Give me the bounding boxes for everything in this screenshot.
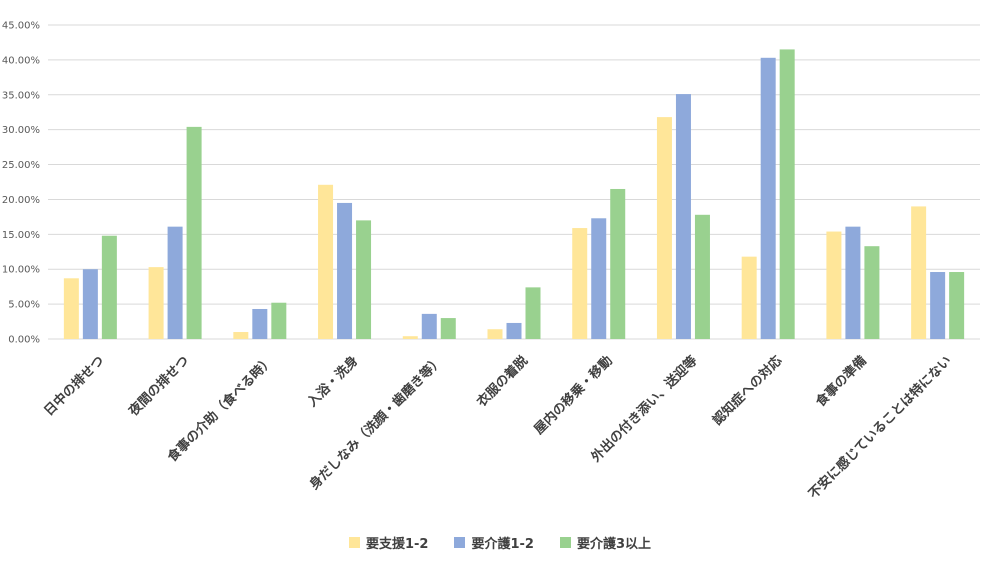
legend-swatch-series-2 xyxy=(454,536,466,548)
bar-series-2-cat-6 xyxy=(506,322,522,339)
y-tick-label: 35.00% xyxy=(2,90,40,101)
bar-series-1-cat-10 xyxy=(826,231,842,339)
legend-label-series-2: 要介護1-2 xyxy=(471,536,534,552)
y-axis-tick-labels: 0.00% 5.00% 10.00% 15.00% 20.00% 25.00% 30.00%… xyxy=(2,21,40,346)
y-tick-label: 15.00% xyxy=(2,230,40,241)
y-tick-label: 30.00% xyxy=(2,125,40,136)
bar-series-3-cat-9 xyxy=(779,49,795,340)
bar-series-3-cat-8 xyxy=(694,214,710,339)
x-category-label: 不安に感じていることは特にない xyxy=(805,353,954,502)
bar-series-2-cat-2 xyxy=(167,226,183,339)
legend-item-series-2: 要介護1-2 xyxy=(454,533,534,552)
bar-series-3-cat-10 xyxy=(864,246,880,339)
bar-series-2-cat-11 xyxy=(930,272,946,339)
bar-series-1-cat-1 xyxy=(63,278,79,339)
bar-series-2-cat-10 xyxy=(845,226,861,339)
bar-series-1-cat-4 xyxy=(318,184,334,339)
x-category-label: 夜間の排せつ xyxy=(125,353,192,420)
bar-series-3-cat-1 xyxy=(101,235,117,339)
bar-series-3-cat-4 xyxy=(356,220,372,339)
bar-series-1-cat-2 xyxy=(148,267,164,339)
bar-series-1-cat-11 xyxy=(911,206,927,339)
bar-series-3-cat-2 xyxy=(186,126,202,340)
x-category-label: 屋内の移乗・移動 xyxy=(531,353,616,438)
legend-item-series-3: 要介護3以上 xyxy=(559,533,652,552)
bar-series-1-cat-3 xyxy=(233,332,249,339)
bar-series-1-cat-5 xyxy=(402,336,418,339)
bar-series-2-cat-4 xyxy=(337,202,353,339)
bar-series-3-cat-5 xyxy=(440,318,456,339)
legend-label-series-1: 要支援1-2 xyxy=(365,536,429,552)
y-tick-label: 20.00% xyxy=(2,195,40,206)
bar-series-1-cat-9 xyxy=(741,256,757,339)
legend-item-series-1: 要支援1-2 xyxy=(348,533,429,552)
y-tick-label: 25.00% xyxy=(2,160,40,171)
bar-series-1-cat-7 xyxy=(572,228,588,339)
bar-series-3-cat-7 xyxy=(610,188,626,339)
bars xyxy=(63,49,965,340)
x-category-label: 入浴・洗身 xyxy=(304,353,361,410)
bar-series-2-cat-5 xyxy=(421,313,437,339)
bar-series-2-cat-8 xyxy=(675,94,691,339)
y-tick-label: 40.00% xyxy=(2,55,40,66)
bar-series-1-cat-6 xyxy=(487,329,503,339)
x-category-label: 認知症への対応 xyxy=(710,353,786,429)
bar-series-2-cat-3 xyxy=(252,308,268,339)
x-category-label: 食事の準備 xyxy=(813,353,870,410)
x-category-label: 身だしなみ（洗顔・歯磨き等） xyxy=(306,353,446,493)
x-category-label: 日中の排せつ xyxy=(41,353,107,419)
y-tick-label: 0.00% xyxy=(8,335,40,346)
bar-series-3-cat-3 xyxy=(271,302,287,339)
y-tick-label: 45.00% xyxy=(2,21,40,32)
y-tick-label: 5.00% xyxy=(8,300,40,311)
bar-series-3-cat-11 xyxy=(949,272,965,339)
legend-swatch-series-1 xyxy=(348,536,360,548)
bar-series-2-cat-1 xyxy=(82,269,98,339)
bar-series-2-cat-7 xyxy=(591,218,607,339)
legend: 要支援1-2 要介護1-2 要介護3以上 xyxy=(0,530,1000,554)
bar-series-1-cat-8 xyxy=(656,117,672,340)
x-category-label: 衣服の着脱 xyxy=(474,353,531,410)
gridlines xyxy=(48,24,980,340)
bar-series-2-cat-9 xyxy=(760,57,776,339)
bar-series-3-cat-6 xyxy=(525,287,541,339)
legend-swatch-series-3 xyxy=(559,536,571,548)
y-tick-label: 10.00% xyxy=(2,265,40,276)
legend-label-series-3: 要介護3以上 xyxy=(576,536,652,552)
